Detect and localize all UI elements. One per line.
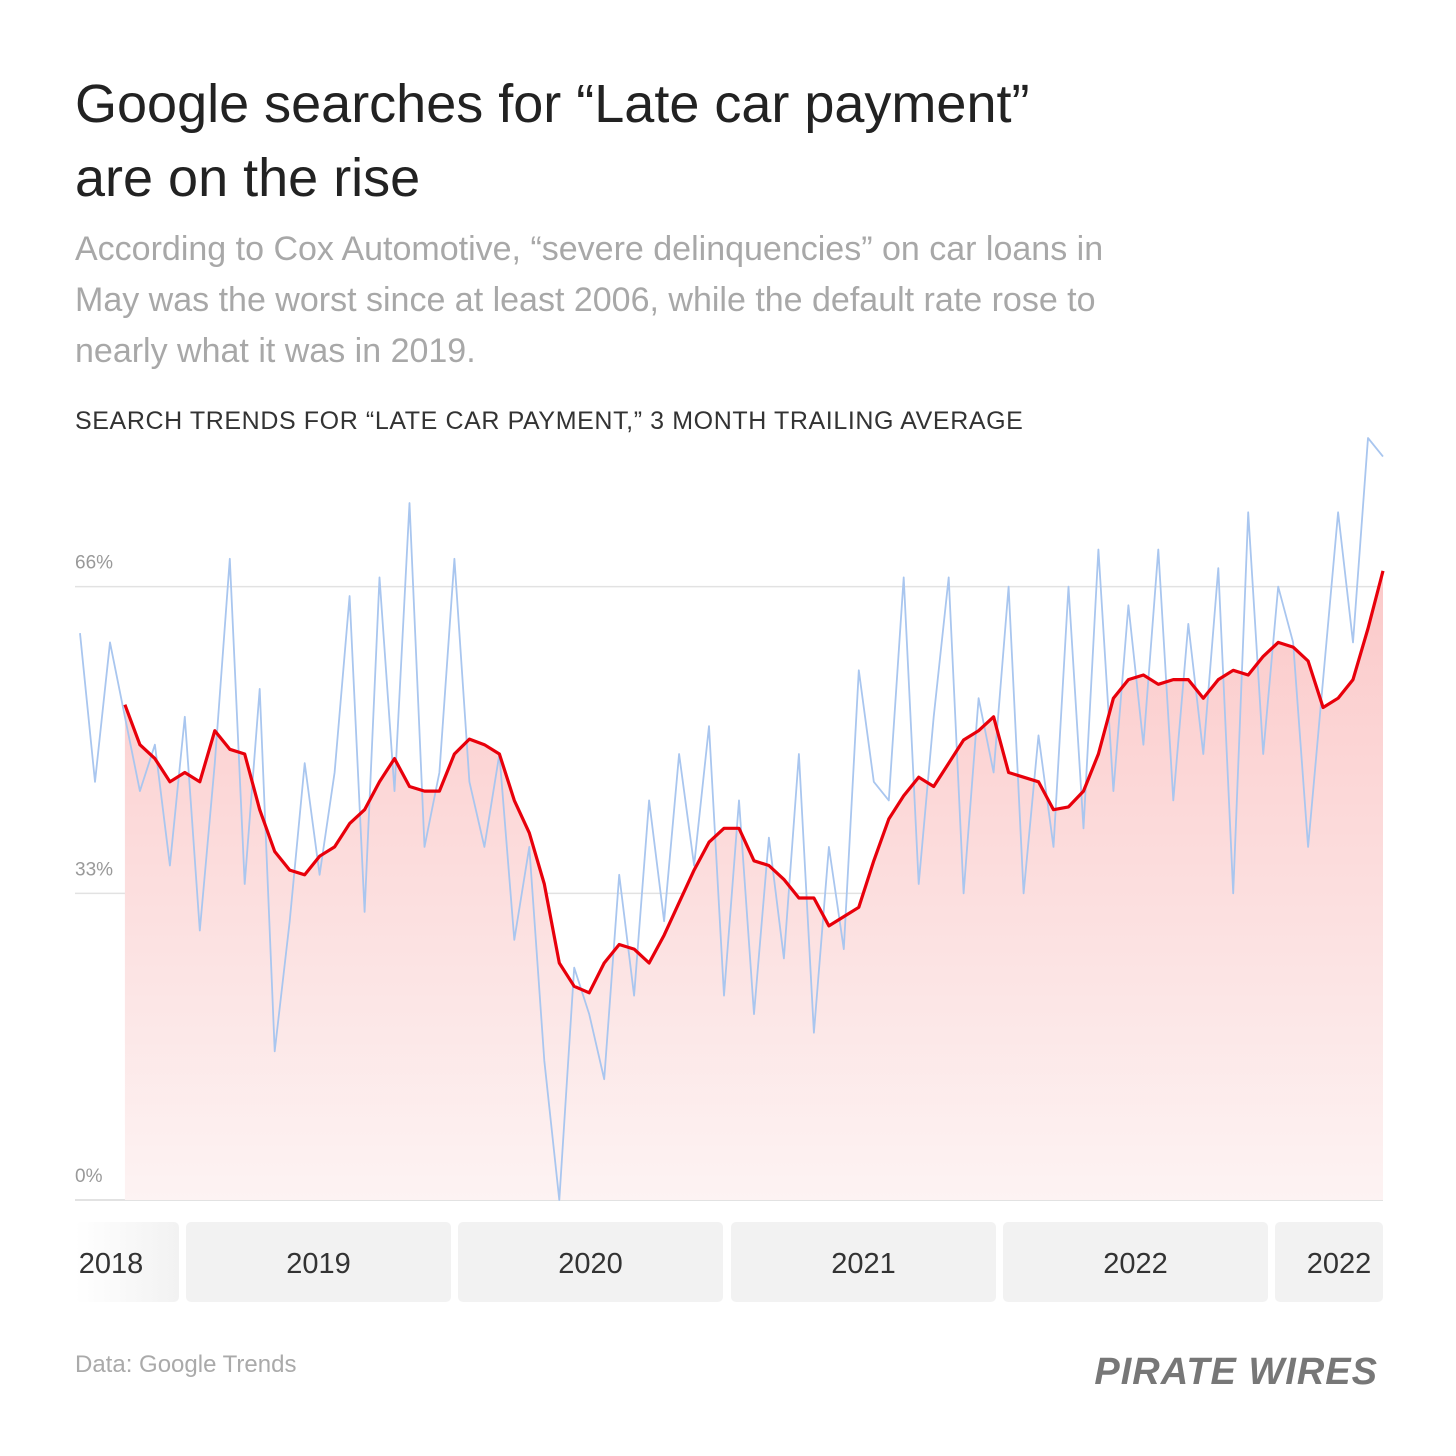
year-band bbox=[1275, 1222, 1383, 1302]
subtitle-line: According to Cox Automotive, “severe del… bbox=[75, 230, 1103, 268]
y-tick-label: 0% bbox=[75, 1166, 103, 1187]
title-line: are on the rise bbox=[75, 148, 420, 208]
weekly-line bbox=[79, 437, 1384, 1201]
x-band-label: 2022 bbox=[1103, 1248, 1168, 1280]
chart-label: SEARCH TRENDS FOR “LATE CAR PAYMENT,” 3 … bbox=[75, 407, 1023, 435]
x-band-label: 2018 bbox=[79, 1248, 144, 1280]
year-band bbox=[75, 1222, 179, 1302]
x-band-label: 2019 bbox=[286, 1248, 351, 1280]
source: Data: Google Trends bbox=[75, 1351, 296, 1378]
title-line: Google searches for “Late car payment” bbox=[75, 74, 1029, 134]
subtitle-line: May was the worst since at least 2006, w… bbox=[75, 281, 1096, 319]
year-band bbox=[1003, 1222, 1268, 1302]
y-tick-label: 33% bbox=[75, 859, 113, 880]
year-band bbox=[186, 1222, 451, 1302]
x-band-label: 2021 bbox=[831, 1248, 896, 1280]
x-band-label: 2020 bbox=[558, 1248, 623, 1280]
x-band-label: 2022 bbox=[1307, 1248, 1372, 1280]
year-band bbox=[731, 1222, 996, 1302]
area-fill bbox=[124, 570, 1383, 1200]
average-line bbox=[123, 570, 1385, 995]
year-band bbox=[458, 1222, 723, 1302]
subtitle-line: nearly what it was in 2019. bbox=[75, 332, 476, 370]
brand-logo: PIRATE WIRES bbox=[1094, 1351, 1378, 1393]
y-tick-label: 66% bbox=[75, 553, 113, 574]
